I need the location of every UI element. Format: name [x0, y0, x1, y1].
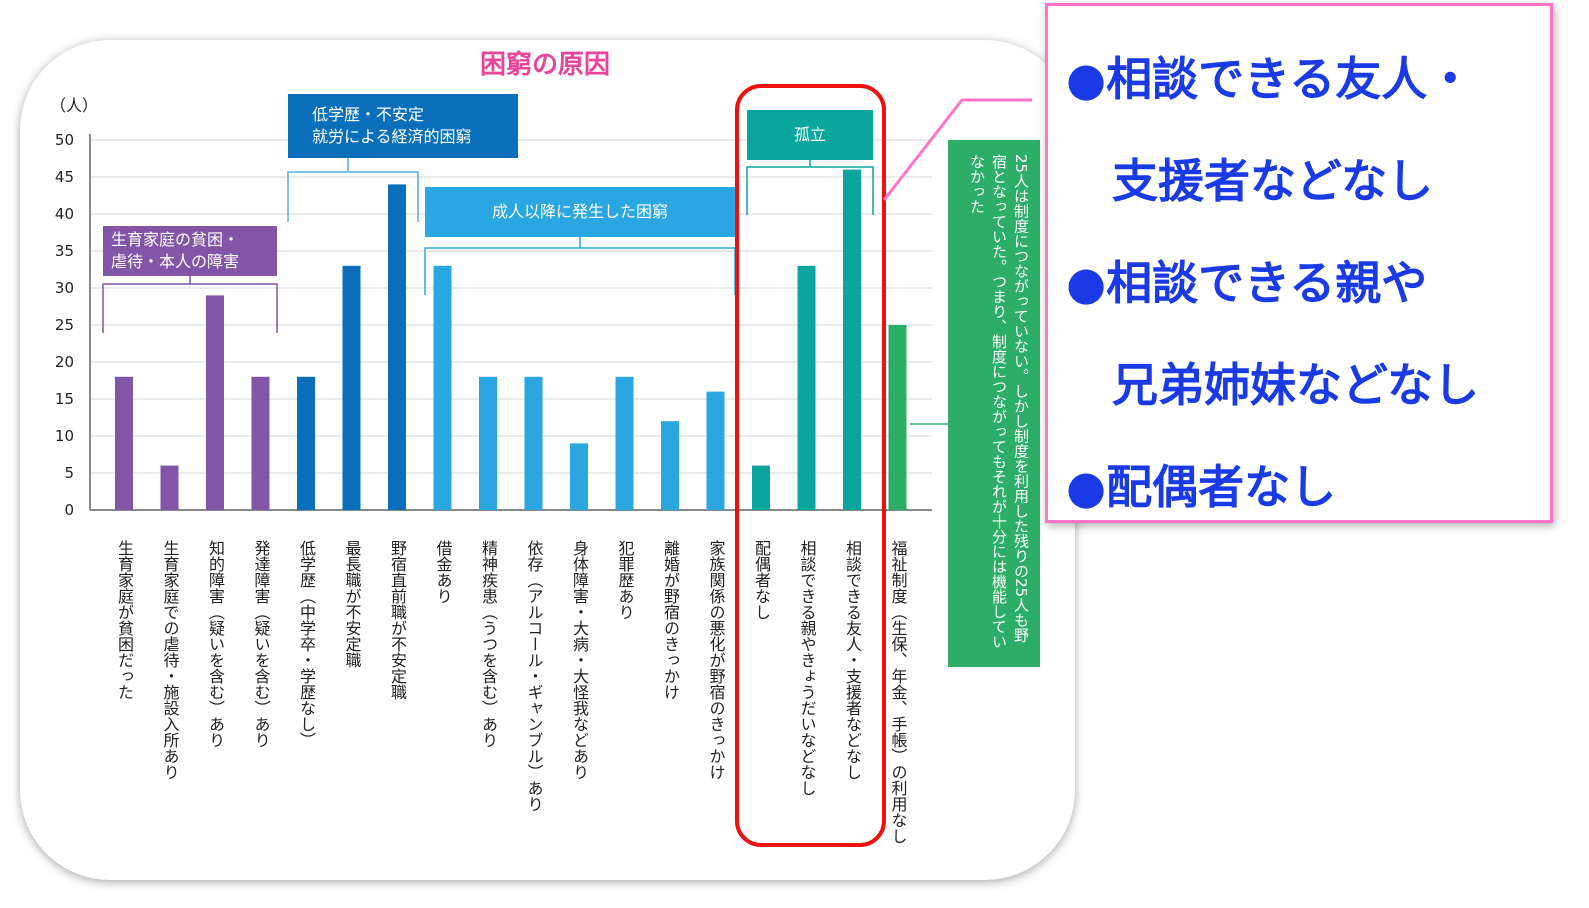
- category-label: 家族関係の悪化が野宿のきっかけ: [706, 540, 726, 780]
- category-label: 生育家庭での虐待・施設入所あり: [160, 540, 180, 780]
- bar: [888, 325, 907, 510]
- category-label: 発達障害（疑いを含む）あり: [251, 540, 271, 748]
- bar: [297, 376, 315, 510]
- category-label: 身体障害・大病・大怪我などあり: [570, 540, 589, 780]
- category-label: 配偶者なし: [752, 540, 771, 620]
- group-label-isolation: 孤立: [747, 110, 873, 160]
- bar: [479, 376, 497, 510]
- bar: [797, 265, 816, 510]
- y-tick-label: 10: [54, 427, 74, 445]
- category-label: 借金あり: [433, 540, 453, 604]
- category-label: 相談できる友人・支援者などなし: [843, 540, 862, 780]
- y-tick-label: 5: [64, 464, 74, 482]
- welfare-annotation: 25人は制度につながっていない。しかし制度を利用した残りの25人も野宿となってい…: [948, 140, 1040, 667]
- y-tick-label: 35: [54, 242, 74, 260]
- callout-line: ●相談できる友人・: [1066, 52, 1474, 106]
- y-tick-label: 50: [54, 131, 74, 149]
- category-label: 相談できる親やきょうだいなどなし: [797, 540, 817, 796]
- y-tick-label: 30: [54, 279, 74, 297]
- y-tick-label: 45: [54, 168, 74, 186]
- y-tick-label: 40: [54, 205, 74, 223]
- bar: [342, 265, 361, 510]
- group-label-family: 生育家庭の貧困・ 虐待・本人の障害: [103, 226, 277, 276]
- y-tick-label: 25: [54, 316, 74, 334]
- category-label: 精神疾患（うつを含む）あり: [479, 540, 498, 748]
- category-label: 野宿直前職が不安定職: [388, 540, 407, 700]
- callout-line: 支援者などなし: [1066, 154, 1434, 208]
- y-tick-label: 0: [64, 501, 74, 519]
- y-tick-label: 15: [54, 390, 74, 408]
- group-bracket: [424, 237, 736, 295]
- group-label-economic: 低学歴・不安定 就労による経済的困窮: [288, 94, 518, 158]
- y-tick-label: 20: [54, 353, 74, 371]
- bar: [251, 376, 270, 510]
- bar: [706, 391, 725, 510]
- category-label: 最長職が不安定職: [342, 540, 362, 668]
- category-label: 犯罪歴あり: [615, 540, 635, 620]
- chart-title: 困窮の原因: [479, 50, 610, 80]
- callout-line: ●相談できる親や: [1066, 256, 1428, 310]
- bar: [570, 443, 588, 510]
- category-label: 生育家庭が貧困だった: [115, 540, 134, 700]
- group-label-adult: 成人以降に発生した困窮: [425, 187, 735, 237]
- category-label: 離婚が野宿のきっかけ: [661, 540, 680, 700]
- callout-line: 兄弟姉妹などなし: [1066, 358, 1480, 412]
- category-label: 福祉制度（生保、年金、手帳）の利用なし: [888, 540, 908, 844]
- bar: [524, 376, 543, 510]
- group-bracket: [102, 276, 278, 333]
- bar: [752, 465, 770, 510]
- bar: [843, 169, 861, 510]
- bar: [160, 465, 179, 510]
- bar: [388, 184, 406, 510]
- category-label: 依存（アルコール・ギャンブル）あり: [524, 540, 544, 812]
- callout-line: ●配偶者なし: [1066, 460, 1337, 514]
- callout-box: ●相談できる友人・ 支援者などなし ●相談できる親や 兄弟姉妹などなし ●配偶者…: [1045, 3, 1553, 523]
- bar: [433, 265, 452, 510]
- group-bracket: [287, 158, 419, 222]
- isolation-highlight: [735, 84, 886, 847]
- bar: [206, 295, 224, 510]
- bar: [661, 421, 679, 510]
- group-bracket: [746, 160, 874, 215]
- y-axis-unit: （人）: [50, 96, 99, 115]
- category-label: 知的障害（疑いを含む）あり: [206, 540, 225, 748]
- bar: [615, 376, 634, 510]
- bar: [115, 376, 133, 510]
- callout-connector: [882, 98, 1032, 201]
- category-label: 低学歴（中学卒・学歴なし）: [297, 540, 316, 748]
